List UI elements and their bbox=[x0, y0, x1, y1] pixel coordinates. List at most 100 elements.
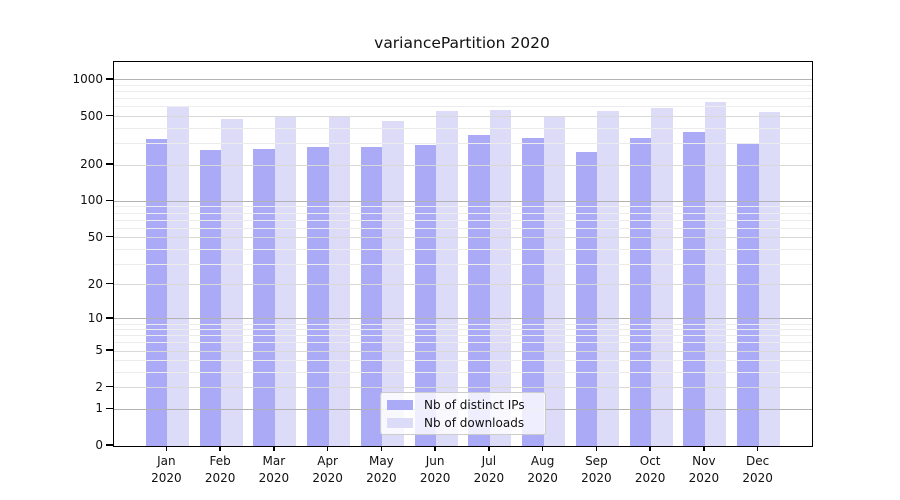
bar-downloads bbox=[597, 111, 619, 446]
gridline-minor bbox=[114, 263, 812, 265]
x-tick-label: May 2020 bbox=[351, 453, 411, 486]
bar-downloads bbox=[221, 119, 243, 446]
x-tick-year: 2020 bbox=[258, 470, 290, 485]
x-tick-year: 2020 bbox=[634, 470, 666, 485]
bar-downloads bbox=[704, 102, 727, 446]
bar-distinct-ips bbox=[307, 146, 329, 446]
y-tick-mark bbox=[106, 235, 113, 238]
y-tick-label: 500 bbox=[80, 108, 103, 123]
x-tick-year: 2020 bbox=[473, 470, 505, 485]
x-tick-mark bbox=[649, 446, 651, 451]
legend-item-distinct-ips: Nb of distinct IPs bbox=[387, 398, 539, 412]
legend-item-downloads: Nb of downloads bbox=[387, 416, 539, 430]
x-tick-month: Nov bbox=[692, 454, 716, 468]
y-tick-label: 200 bbox=[80, 157, 103, 171]
y-tick-mark bbox=[106, 78, 113, 80]
x-tick-mark bbox=[595, 446, 598, 451]
bar-downloads bbox=[758, 111, 781, 446]
y-tick-label: 0 bbox=[95, 438, 103, 452]
gridline-major bbox=[114, 200, 812, 202]
y-tick-mark bbox=[106, 407, 113, 409]
gridline-minor bbox=[114, 360, 812, 362]
gridline-mid bbox=[114, 237, 812, 239]
bar-distinct-ips bbox=[253, 148, 275, 446]
bar-distinct-ips bbox=[629, 137, 652, 446]
x-tick-year: 2020 bbox=[151, 470, 182, 485]
gridline-minor bbox=[114, 143, 812, 145]
plot-area bbox=[113, 61, 813, 447]
bar-distinct-ips bbox=[522, 138, 544, 446]
x-tick-label: Apr 2020 bbox=[298, 453, 358, 486]
gridline-minor bbox=[114, 91, 812, 93]
bar-downloads bbox=[167, 106, 189, 446]
gridline-mid bbox=[114, 164, 812, 166]
gridline-mid bbox=[114, 284, 812, 286]
y-tick-mark bbox=[106, 282, 113, 285]
x-tick-label: Oct 2020 bbox=[620, 453, 680, 486]
gridline-minor bbox=[114, 106, 812, 108]
x-tick-mark bbox=[326, 446, 329, 451]
gridline-minor bbox=[114, 127, 812, 129]
x-tick-month: Sep bbox=[585, 454, 608, 468]
x-tick-mark bbox=[488, 446, 490, 451]
gridline-minor bbox=[114, 248, 812, 250]
legend-swatch-distinct-ips bbox=[387, 399, 413, 410]
x-tick-year: 2020 bbox=[419, 470, 451, 485]
gridline-minor bbox=[114, 98, 812, 100]
x-tick-label: Dec 2020 bbox=[728, 453, 788, 486]
y-tick-mark bbox=[106, 386, 113, 388]
x-tick-mark bbox=[756, 446, 759, 451]
gridline-minor bbox=[114, 342, 812, 344]
bar-downloads bbox=[489, 110, 512, 446]
x-tick-month: Oct bbox=[639, 454, 661, 468]
x-tick-year: 2020 bbox=[688, 470, 720, 485]
bar-distinct-ips bbox=[575, 152, 598, 446]
gridline-minor bbox=[114, 206, 812, 208]
gridline-minor bbox=[114, 212, 812, 214]
x-tick-month: May bbox=[368, 454, 394, 468]
x-tick-month: Aug bbox=[530, 454, 555, 468]
x-tick-year: 2020 bbox=[581, 470, 612, 485]
bar-distinct-ips bbox=[199, 150, 222, 446]
bar-distinct-ips bbox=[737, 144, 759, 446]
bar-downloads bbox=[274, 116, 297, 446]
bar-distinct-ips bbox=[683, 132, 705, 446]
x-tick-mark bbox=[273, 446, 275, 451]
x-tick-month: Jun bbox=[425, 454, 445, 468]
bar-downloads bbox=[436, 111, 458, 446]
bar-distinct-ips bbox=[145, 139, 168, 446]
x-tick-mark bbox=[541, 446, 544, 451]
x-tick-label: Jan 2020 bbox=[136, 453, 196, 486]
bar-downloads bbox=[543, 116, 566, 446]
bar-downloads bbox=[651, 108, 673, 446]
x-tick-label: Jul 2020 bbox=[459, 453, 519, 486]
x-tick-month: Jul bbox=[481, 454, 497, 468]
x-tick-label: Jun 2020 bbox=[405, 453, 465, 486]
x-tick-mark bbox=[380, 446, 383, 451]
x-tick-month: Jan bbox=[157, 454, 176, 468]
gridline-minor bbox=[114, 227, 812, 229]
bar-downloads bbox=[382, 120, 404, 446]
y-tick-label: 1 bbox=[95, 401, 103, 416]
x-tick-label: Feb 2020 bbox=[190, 453, 250, 486]
y-tick-mark bbox=[106, 114, 113, 117]
y-tick-mark bbox=[106, 163, 113, 165]
x-tick-label: Aug 2020 bbox=[513, 453, 573, 486]
legend-swatch-downloads bbox=[387, 417, 413, 428]
y-tick-label: 20 bbox=[87, 276, 103, 291]
bar-downloads bbox=[328, 116, 351, 446]
y-tick-label: 100 bbox=[80, 193, 103, 208]
y-tick-label: 2 bbox=[95, 379, 103, 394]
x-tick-label: Mar 2020 bbox=[244, 453, 304, 486]
gridline-minor bbox=[114, 329, 812, 331]
x-tick-year: 2020 bbox=[312, 470, 343, 485]
x-tick-month: Apr bbox=[317, 454, 338, 468]
x-tick-month: Mar bbox=[262, 454, 286, 468]
gridline-minor bbox=[114, 372, 812, 374]
x-tick-month: Feb bbox=[209, 454, 231, 468]
y-tick-mark bbox=[106, 317, 113, 319]
y-tick-mark bbox=[106, 199, 113, 202]
gridline-minor bbox=[114, 323, 812, 325]
x-tick-mark bbox=[165, 446, 168, 451]
